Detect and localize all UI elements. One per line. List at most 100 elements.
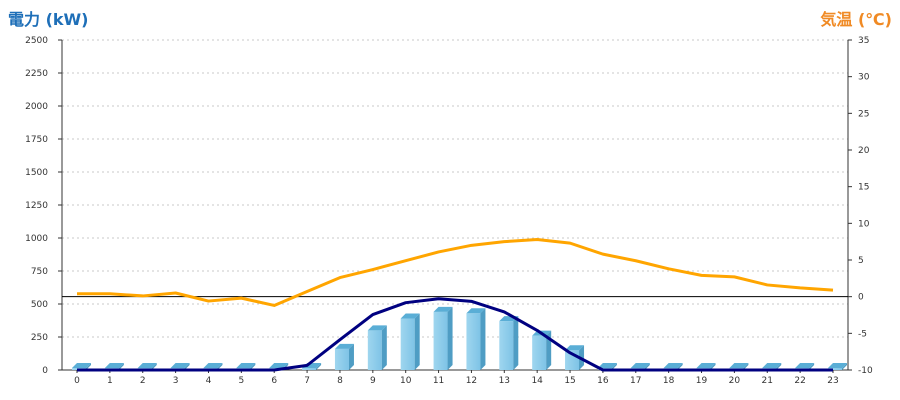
bar-top xyxy=(466,308,486,314)
left-tick-label: 2000 xyxy=(25,102,48,112)
bar-side xyxy=(348,343,354,370)
x-tick-label: 9 xyxy=(370,376,376,386)
bar-top xyxy=(269,363,289,368)
x-tick-label: 1 xyxy=(107,376,113,386)
x-tick-label: 18 xyxy=(663,376,675,386)
left-axis-title: 電力 (kW) xyxy=(8,10,89,29)
x-tick-label: 22 xyxy=(794,376,805,386)
x-tick-label: 19 xyxy=(696,376,708,386)
left-tick-label: 1250 xyxy=(25,201,48,211)
bar-top xyxy=(104,363,124,368)
bar-side xyxy=(776,363,782,370)
bar xyxy=(532,335,547,370)
x-tick-label: 0 xyxy=(74,376,80,386)
bar xyxy=(334,348,349,370)
bar-top xyxy=(663,363,683,368)
bar-side xyxy=(414,313,420,370)
bar-top xyxy=(729,363,749,368)
bar-top xyxy=(236,363,256,368)
bar-side xyxy=(184,363,190,370)
bar-side xyxy=(381,325,387,370)
bar-side xyxy=(677,363,683,370)
left-tick-label: 1000 xyxy=(25,234,48,244)
right-tick-label: 5 xyxy=(858,256,864,266)
temperature-line xyxy=(77,237,834,307)
right-tick-label: -5 xyxy=(858,329,867,339)
right-tick-label: 15 xyxy=(858,183,869,193)
bar-side xyxy=(480,308,486,370)
bar-top xyxy=(762,363,782,368)
x-tick-label: 12 xyxy=(466,376,477,386)
bar-top xyxy=(597,363,617,368)
right-tick-label: 30 xyxy=(858,73,870,83)
left-tick-label: 250 xyxy=(31,333,48,343)
bar-side xyxy=(743,363,749,370)
right-tick-label: 20 xyxy=(858,146,870,156)
x-tick-label: 4 xyxy=(206,376,212,386)
bar-top xyxy=(828,363,847,368)
bar-side xyxy=(809,363,815,370)
right-tick-label: 25 xyxy=(858,109,869,119)
bar xyxy=(367,330,382,370)
left-tick-label: 2500 xyxy=(25,36,48,46)
left-tick-label: 500 xyxy=(31,300,48,310)
bar-side xyxy=(513,316,519,370)
bar-top xyxy=(334,343,354,349)
bar-side xyxy=(611,363,617,370)
bar xyxy=(828,368,842,370)
x-tick-label: 11 xyxy=(433,376,444,386)
x-tick-label: 5 xyxy=(238,376,244,386)
left-tick-label: 2250 xyxy=(25,69,48,79)
x-tick-label: 8 xyxy=(337,376,343,386)
x-tick-label: 13 xyxy=(499,376,510,386)
left-tick-label: 0 xyxy=(42,366,48,376)
bar-side xyxy=(151,363,157,370)
bar-top xyxy=(72,363,91,368)
left-tick-label: 750 xyxy=(31,267,48,277)
bar-side xyxy=(842,363,847,370)
power-line xyxy=(77,297,833,372)
x-tick-label: 10 xyxy=(400,376,412,386)
bar-top xyxy=(696,363,716,368)
x-tick-label: 3 xyxy=(173,376,179,386)
bar xyxy=(499,321,514,370)
bar-side xyxy=(644,363,650,370)
bar-side xyxy=(86,363,91,370)
right-tick-label: -10 xyxy=(858,366,873,376)
bar-side xyxy=(316,363,322,370)
bar-top xyxy=(433,306,453,312)
x-tick-label: 7 xyxy=(304,376,310,386)
bar-top xyxy=(170,363,190,368)
bar-top xyxy=(795,363,815,368)
bar-top xyxy=(400,313,420,319)
right-tick-label: 10 xyxy=(858,219,870,229)
x-tick-label: 14 xyxy=(531,376,543,386)
x-tick-label: 6 xyxy=(271,376,277,386)
x-tick-label: 17 xyxy=(630,376,641,386)
x-tick-label: 15 xyxy=(564,376,575,386)
left-tick-label: 1750 xyxy=(25,135,48,145)
x-tick-label: 23 xyxy=(827,376,838,386)
bar-side xyxy=(250,363,256,370)
bar xyxy=(400,318,415,370)
bar-top xyxy=(137,363,157,368)
bar-side xyxy=(447,306,453,370)
bar xyxy=(302,368,317,370)
bar xyxy=(466,313,481,370)
bar-top xyxy=(630,363,650,368)
right-axis-title: 気温 (℃) xyxy=(820,10,892,29)
right-tick-label: 35 xyxy=(858,36,869,46)
bar-top xyxy=(203,363,223,368)
bar-side xyxy=(710,363,716,370)
x-tick-label: 21 xyxy=(762,376,773,386)
x-tick-label: 20 xyxy=(729,376,741,386)
bar xyxy=(433,311,448,370)
bar-top xyxy=(367,325,387,331)
bar-side xyxy=(118,363,124,370)
x-tick-label: 2 xyxy=(140,376,146,386)
bar-top xyxy=(565,345,585,351)
bar-side xyxy=(217,363,223,370)
right-tick-label: 0 xyxy=(858,293,864,303)
